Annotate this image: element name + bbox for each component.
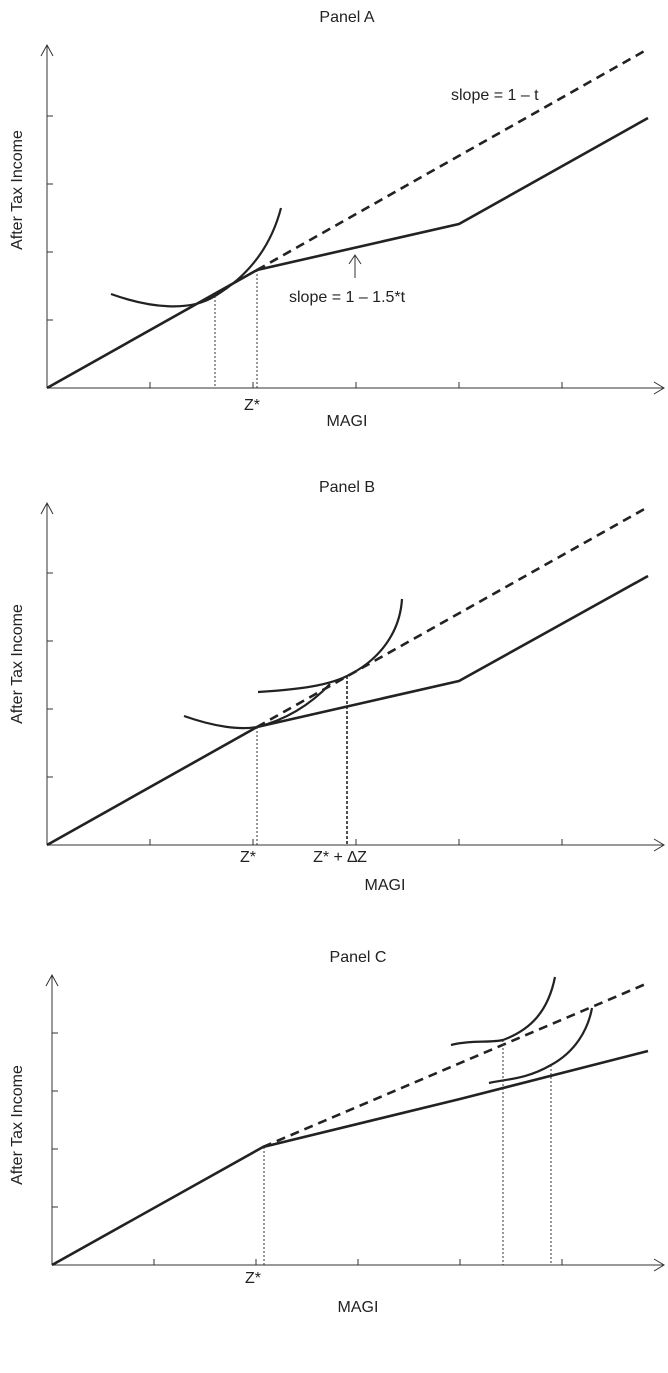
panel-b-budget-line	[46, 574, 649, 847]
panel-a-zstar-label: Z*	[244, 397, 260, 414]
panel-b-no-tax-line	[256, 505, 649, 729]
panel-b-indifference-curve-low	[183, 683, 331, 730]
panel-b-ylabel: After Tax Income	[9, 604, 26, 724]
panel-b: Panel B After Tax Income Z* Z* + ∆Z MAGI	[9, 479, 665, 894]
panel-c-no-tax-line	[262, 981, 649, 1149]
panel-a-budget-line	[46, 116, 649, 390]
panel-c-xlabel: MAGI	[338, 1299, 379, 1316]
panel-a-indifference-curve	[110, 207, 283, 308]
panel-c-zstar-label: Z*	[245, 1270, 261, 1287]
panel-b-indifference-curve-high	[257, 598, 404, 694]
panel-c-budget-line	[51, 1049, 649, 1267]
panel-b-x-arrowhead	[653, 838, 665, 852]
panel-b-y-arrowhead	[40, 501, 54, 515]
panel-c-y-arrowhead	[45, 973, 59, 987]
panel-c-indifference-curve-upper	[450, 976, 557, 1047]
panel-a-x-arrowhead	[653, 381, 665, 395]
panel-c-ylabel: After Tax Income	[9, 1065, 26, 1185]
panel-a-title: Panel A	[319, 9, 374, 26]
panel-b-zstar-label: Z*	[240, 849, 256, 866]
panel-c-title: Panel C	[330, 949, 387, 966]
panel-b-title: Panel B	[319, 479, 375, 496]
panel-a-ylabel: After Tax Income	[9, 130, 26, 250]
panel-c: Panel C After Tax Income Z* MAGI	[9, 949, 665, 1316]
panel-a-slope-upper-label: slope = 1 – t	[451, 87, 539, 104]
panel-a-xlabel: MAGI	[327, 413, 368, 430]
panel-a-y-arrowhead	[40, 43, 54, 57]
panel-b-xlabel: MAGI	[365, 877, 406, 894]
panel-a: Panel A After Tax Income slope = 1 – t s…	[9, 9, 665, 430]
panel-a-slope-lower-label: slope = 1 – 1.5*t	[289, 289, 406, 306]
panel-c-x-arrowhead	[653, 1258, 665, 1272]
panel-a-slope-pointer-head	[348, 254, 362, 265]
panel-b-zdelta-label: Z* + ∆Z	[313, 849, 367, 866]
panel-a-no-tax-line	[256, 47, 649, 272]
